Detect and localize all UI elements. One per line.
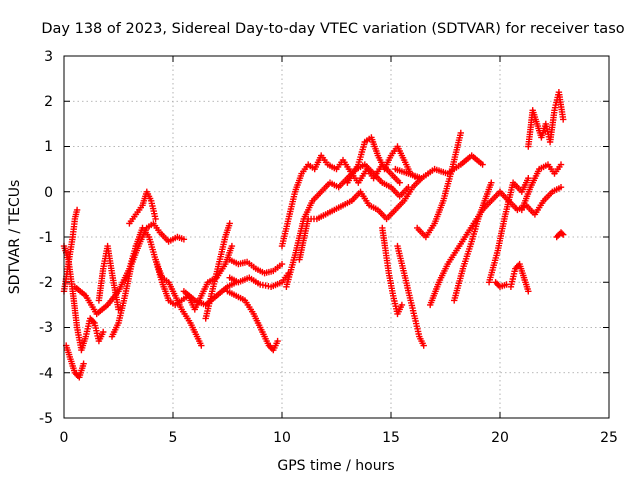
series-track-n xyxy=(202,220,233,322)
y-tick-label: -1 xyxy=(39,230,53,246)
plus-markers-track-k xyxy=(224,288,281,354)
series-track-aa xyxy=(507,260,532,295)
series-track-s xyxy=(379,224,406,318)
series-track-ac xyxy=(518,161,565,214)
series-track-k xyxy=(224,288,281,354)
series-track-x xyxy=(451,179,495,304)
y-axis-label: SDTVAR / TECUs xyxy=(7,180,23,295)
y-tick-label: 3 xyxy=(44,49,53,65)
x-tick-label: 10 xyxy=(273,430,291,446)
plus-markers-track-ae xyxy=(553,229,567,241)
plus-markers-track-ac xyxy=(518,161,565,214)
y-tick-label: -5 xyxy=(39,411,53,427)
plus-markers-track-t xyxy=(394,242,427,349)
series-track-m xyxy=(226,270,292,290)
x-tick-label: 20 xyxy=(491,430,509,446)
y-tick-label: 2 xyxy=(44,94,53,110)
series-track-t xyxy=(394,242,427,349)
data-marks xyxy=(60,89,567,381)
plus-markers-track-ab xyxy=(496,184,565,218)
plot-frame xyxy=(63,55,610,419)
x-axis-label: GPS time / hours xyxy=(277,458,394,474)
series-track-b xyxy=(63,342,87,381)
y-tick-label: 1 xyxy=(44,139,53,155)
plus-markers-track-q xyxy=(296,175,425,263)
series-track-y xyxy=(485,175,532,286)
plus-markers-track-z xyxy=(492,279,510,290)
plus-markers-track-x xyxy=(451,179,495,304)
series-track-ae xyxy=(553,229,567,241)
series-track-ab xyxy=(496,184,565,218)
plus-markers-track-u xyxy=(392,152,486,182)
series-track-z xyxy=(492,279,510,290)
plus-markers-track-m xyxy=(226,270,292,290)
x-tick-label: 15 xyxy=(382,430,400,446)
plus-markers-track-v xyxy=(414,129,464,241)
x-tick-label: 25 xyxy=(600,430,618,446)
y-tick-label: -2 xyxy=(39,275,53,291)
chart-title: Day 138 of 2023, Sidereal Day-to-day VTE… xyxy=(41,21,624,37)
series-track-u xyxy=(392,152,486,182)
plus-markers-track-b xyxy=(63,342,87,381)
plus-markers-track-l xyxy=(226,256,286,277)
series-track-r xyxy=(344,134,421,186)
y-tick-labels: 3 2 1 0 -1 -2 -3 -4 -5 xyxy=(39,49,53,427)
plus-markers-track-s xyxy=(379,224,406,318)
y-tick-label: -4 xyxy=(39,366,53,382)
plus-markers-track-n xyxy=(202,220,233,322)
x-tick-label: 0 xyxy=(60,430,69,446)
series-track-l xyxy=(226,256,286,277)
plus-markers-track-e xyxy=(95,242,122,313)
plus-markers-track-y xyxy=(485,175,532,286)
x-tick-label: 5 xyxy=(169,430,178,446)
series-track-g xyxy=(126,188,159,227)
y-tick-label: 0 xyxy=(44,185,53,201)
y-tick-label: -3 xyxy=(39,320,53,336)
plus-markers-track-r xyxy=(344,134,421,186)
plus-markers-track-ad xyxy=(525,89,567,150)
series-track-ad xyxy=(525,89,567,150)
series-track-e xyxy=(95,242,122,313)
x-tick-labels: 0 5 10 15 20 25 xyxy=(60,430,618,446)
series-track-q xyxy=(296,175,425,263)
plus-markers-track-aa xyxy=(507,260,532,295)
series-track-v xyxy=(414,129,464,241)
plus-markers-track-g xyxy=(126,188,159,227)
